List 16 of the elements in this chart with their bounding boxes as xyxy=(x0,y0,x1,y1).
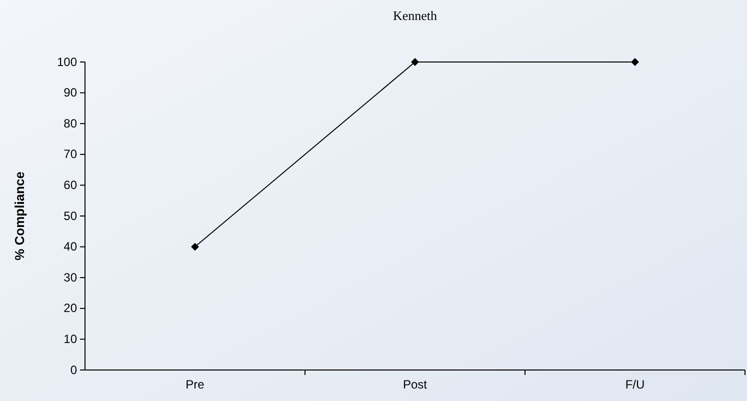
y-tick-label: 40 xyxy=(64,240,78,254)
y-tick-label: 80 xyxy=(64,116,78,130)
y-tick-label: 0 xyxy=(70,362,78,377)
y-tick-label: 70 xyxy=(64,147,78,162)
y-tick-label: 90 xyxy=(64,86,78,100)
x-tick-label: F/U xyxy=(625,378,645,392)
y-axis-title: % Compliance xyxy=(12,172,27,260)
x-tick-label: Pre xyxy=(186,378,205,392)
y-tick-label: 100 xyxy=(56,54,78,69)
y-tick-label: 20 xyxy=(64,301,78,316)
y-tick-label: 10 xyxy=(64,332,78,346)
chart-title: Kenneth xyxy=(392,8,438,23)
y-tick-label: 60 xyxy=(64,178,78,192)
y-tick-label: 30 xyxy=(64,270,78,284)
x-tick-label: Post xyxy=(402,378,428,392)
y-tick-label: 50 xyxy=(64,208,78,223)
